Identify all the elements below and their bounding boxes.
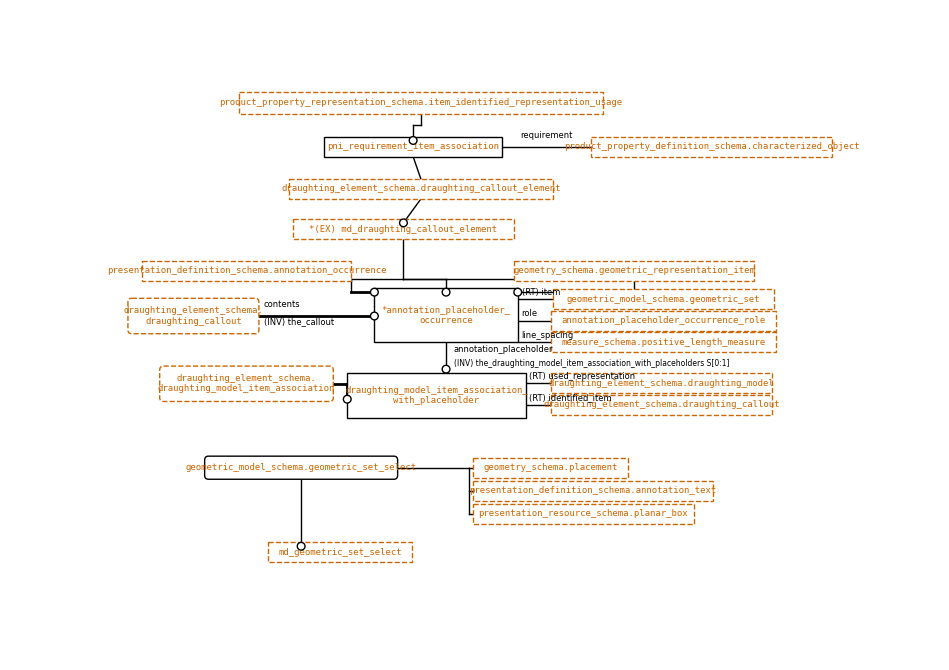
Text: draughting_element_schema.draughting_callout: draughting_element_schema.draughting_cal… (543, 400, 780, 409)
Bar (269, 543, 412, 562)
Bar (551, 332, 776, 352)
Bar (551, 311, 776, 331)
Bar (552, 289, 773, 309)
Text: geometric_model_schema.geometric_set_select: geometric_model_schema.geometric_set_sel… (186, 463, 417, 472)
Text: draughting_model_item_association_
with_placeholder: draughting_model_item_association_ with_… (345, 386, 528, 405)
Bar (473, 504, 694, 524)
Circle shape (409, 137, 417, 144)
Text: draughting_element_schema.draughting_model: draughting_element_schema.draughting_mod… (549, 379, 774, 387)
Text: presentation_resource_schema.planar_box: presentation_resource_schema.planar_box (478, 509, 688, 519)
Bar (289, 179, 552, 199)
Text: annotation_placeholder: annotation_placeholder (454, 345, 553, 354)
Circle shape (442, 365, 450, 373)
Text: measure_schema.positive_length_measure: measure_schema.positive_length_measure (561, 338, 766, 346)
FancyBboxPatch shape (128, 298, 259, 334)
Bar (141, 261, 351, 281)
Text: requirement: requirement (521, 131, 573, 141)
Text: (INV) the_callout: (INV) the_callout (264, 318, 334, 326)
Bar (551, 395, 772, 415)
Bar (347, 373, 526, 417)
Bar (239, 92, 603, 113)
Bar (591, 137, 831, 157)
Circle shape (513, 288, 522, 296)
FancyBboxPatch shape (159, 366, 333, 401)
Text: (RT) item: (RT) item (522, 288, 560, 297)
Text: pni_requirement_item_association: pni_requirement_item_association (327, 142, 499, 151)
Circle shape (370, 288, 379, 296)
Text: (RT) used_representation: (RT) used_representation (530, 372, 636, 381)
Text: presentation_definition_schema.annotation_text: presentation_definition_schema.annotatio… (470, 486, 716, 495)
Bar (293, 219, 513, 239)
Bar (513, 261, 754, 281)
Text: md_geometric_set_select: md_geometric_set_select (278, 548, 401, 557)
Text: draughting_element_schema.
draughting_callout: draughting_element_schema. draughting_ca… (123, 306, 263, 326)
Text: product_property_definition_schema.characterized_object: product_property_definition_schema.chara… (564, 142, 859, 151)
FancyBboxPatch shape (205, 456, 398, 479)
Text: (RT) identified_item: (RT) identified_item (530, 393, 612, 402)
Circle shape (370, 312, 379, 320)
Text: *annotation_placeholder_
occurrence: *annotation_placeholder_ occurrence (381, 306, 511, 325)
Bar (324, 137, 502, 157)
Text: geometry_schema.geometric_representation_item: geometry_schema.geometric_representation… (513, 266, 755, 275)
Text: geometric_model_schema.geometric_set: geometric_model_schema.geometric_set (567, 295, 760, 304)
Text: presentation_definition_schema.annotation_occurrence: presentation_definition_schema.annotatio… (106, 266, 386, 275)
Text: (INV) the_draughting_model_item_association_with_placeholders S[0:1]: (INV) the_draughting_model_item_associat… (454, 359, 730, 368)
Text: geometry_schema.placement: geometry_schema.placement (483, 463, 618, 472)
Text: product_property_representation_schema.item_identified_representation_usage: product_property_representation_schema.i… (219, 98, 623, 107)
Bar (374, 288, 518, 342)
Bar (473, 458, 628, 478)
Text: role: role (522, 310, 538, 318)
Circle shape (400, 219, 407, 226)
Text: line_spacing: line_spacing (522, 331, 574, 340)
Text: contents: contents (264, 300, 300, 309)
Bar (551, 373, 772, 393)
Circle shape (344, 395, 351, 403)
Bar (473, 481, 713, 500)
Text: draughting_element_schema.
draughting_model_item_association: draughting_element_schema. draughting_mo… (158, 374, 335, 393)
Circle shape (297, 543, 305, 550)
Text: annotation_placeholder_occurrence_role: annotation_placeholder_occurrence_role (561, 316, 766, 325)
Circle shape (442, 288, 450, 296)
Text: *(EX) md_draughting_callout_element: *(EX) md_draughting_callout_element (309, 224, 497, 234)
Text: draughting_element_schema.draughting_callout_element: draughting_element_schema.draughting_cal… (281, 184, 561, 194)
